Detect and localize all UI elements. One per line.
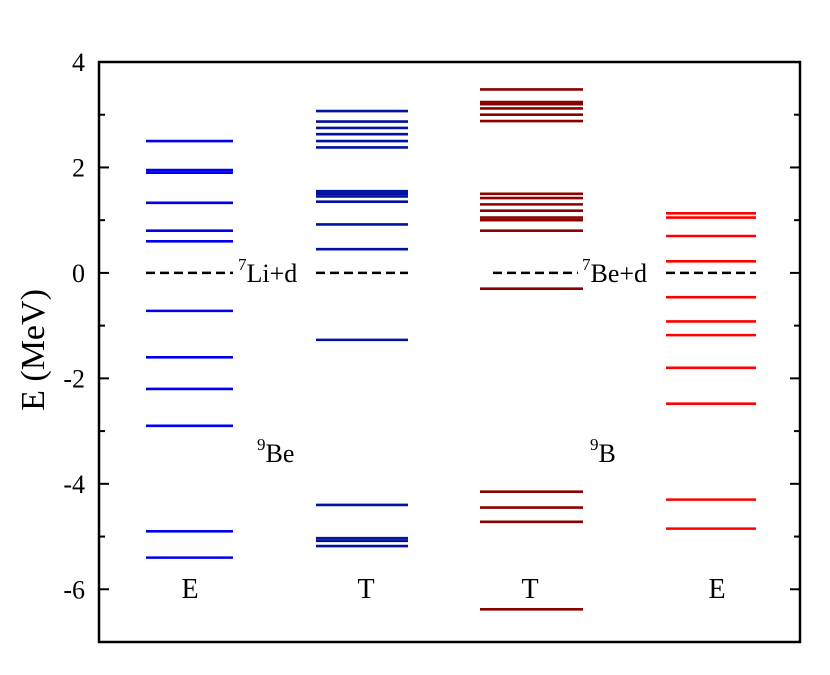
y-axis-ticks: 4 2 0 -2 -4 -6 bbox=[63, 48, 800, 643]
y-tick-label: 4 bbox=[72, 48, 85, 77]
y-tick-label: -4 bbox=[63, 470, 85, 499]
threshold-label-7be-d: 7Be+d bbox=[582, 255, 647, 288]
column-label-t-right: T bbox=[521, 574, 538, 605]
plot-frame bbox=[97, 60, 802, 644]
y-tick-label: 0 bbox=[72, 259, 85, 288]
column-label-e-left: E bbox=[181, 574, 198, 605]
nucleus-label-9be: 9Be bbox=[257, 435, 294, 468]
y-axis-label: E (MeV) bbox=[15, 289, 52, 411]
y-tick-label: -6 bbox=[63, 575, 85, 604]
y-tick-label: 2 bbox=[72, 153, 85, 182]
y-tick-label: -2 bbox=[63, 364, 85, 393]
threshold-label-7li-d: 7Li+d bbox=[238, 255, 297, 288]
column-label-t-left: T bbox=[357, 574, 374, 605]
column-label-e-right: E bbox=[708, 574, 725, 605]
nucleus-label-9b: 9B bbox=[590, 435, 616, 468]
level-lines bbox=[146, 88, 756, 611]
